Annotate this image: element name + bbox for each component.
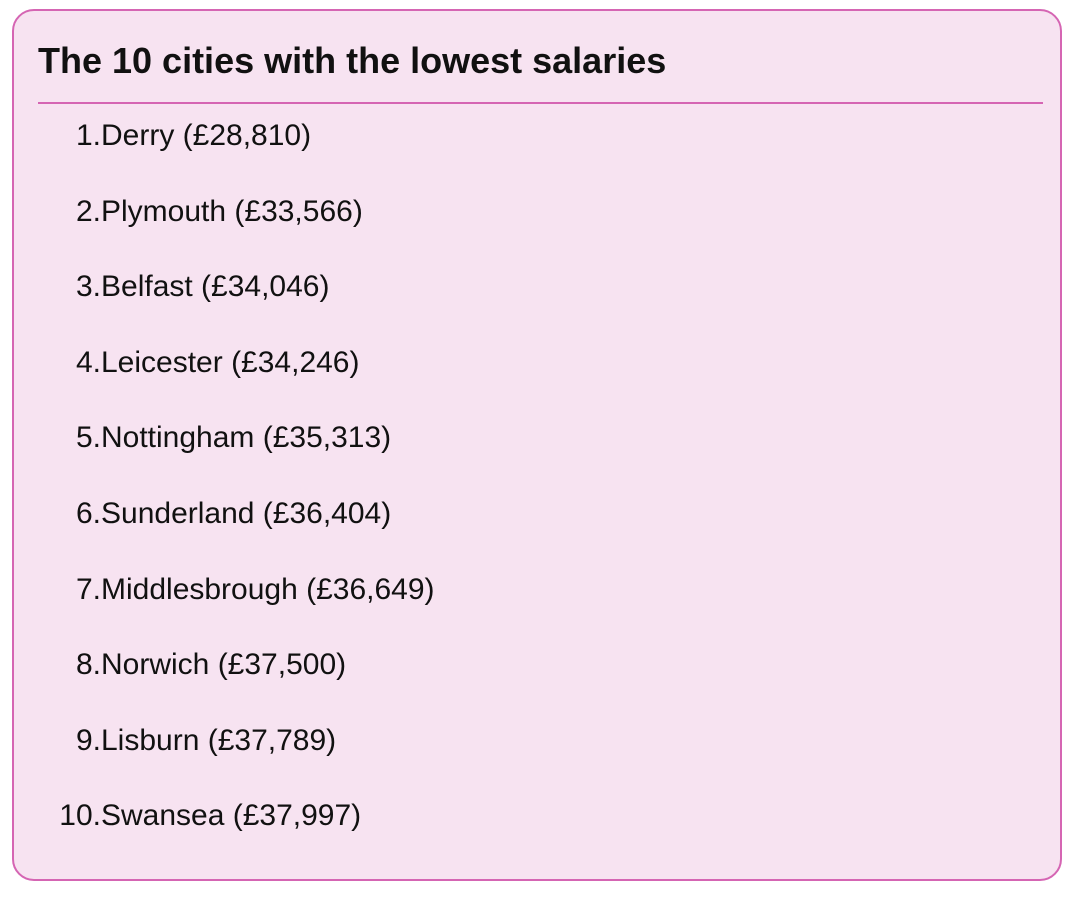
list-item-number: 4. bbox=[75, 345, 101, 379]
list-item-text: Belfast (£34,046) bbox=[101, 270, 330, 304]
list-item-number: 7. bbox=[75, 572, 101, 606]
list-item: 2. Plymouth (£33,566) bbox=[14, 194, 435, 270]
list-item-number: 6. bbox=[75, 496, 101, 530]
list-item-text: Middlesbrough (£36,649) bbox=[101, 572, 435, 606]
list-item-number: 5. bbox=[75, 421, 101, 455]
list-item-number: 3. bbox=[75, 270, 101, 304]
list-item-text: Sunderland (£36,404) bbox=[101, 496, 392, 530]
list-item-text: Norwich (£37,500) bbox=[101, 648, 347, 682]
list-item-number: 8. bbox=[75, 648, 101, 682]
list-item-text: Lisburn (£37,789) bbox=[101, 723, 337, 757]
list-item: 8. Norwich (£37,500) bbox=[14, 647, 435, 723]
list-item-number: 10. bbox=[59, 799, 101, 833]
list-item: 4. Leicester (£34,246) bbox=[14, 345, 435, 421]
list-item-number: 2. bbox=[75, 194, 101, 228]
card-title: The 10 cities with the lowest salaries bbox=[38, 40, 667, 81]
list-item: 3. Belfast (£34,046) bbox=[14, 269, 435, 345]
list-item-text: Plymouth (£33,566) bbox=[101, 194, 363, 228]
list-item-number: 1. bbox=[75, 119, 101, 152]
list-item-text: Swansea (£37,997) bbox=[101, 799, 362, 833]
list-item-text: Derry (£28,810) bbox=[101, 119, 312, 152]
list-item: 1. Derry (£28,810) bbox=[14, 118, 435, 194]
ranked-list: 1. Derry (£28,810) 2. Plymouth (£33,566)… bbox=[14, 118, 435, 874]
list-item: 6. Sunderland (£36,404) bbox=[14, 496, 435, 572]
list-item: 5. Nottingham (£35,313) bbox=[14, 420, 435, 496]
list-item-text: Nottingham (£35,313) bbox=[101, 421, 392, 455]
list-item: 10. Swansea (£37,997) bbox=[14, 798, 435, 874]
list-item: 7. Middlesbrough (£36,649) bbox=[14, 572, 435, 648]
list-item-number: 9. bbox=[75, 723, 101, 757]
divider bbox=[38, 102, 1043, 104]
list-item-text: Leicester (£34,246) bbox=[101, 345, 360, 379]
list-item: 9. Lisburn (£37,789) bbox=[14, 723, 435, 799]
info-card: The 10 cities with the lowest salaries 1… bbox=[12, 9, 1062, 881]
